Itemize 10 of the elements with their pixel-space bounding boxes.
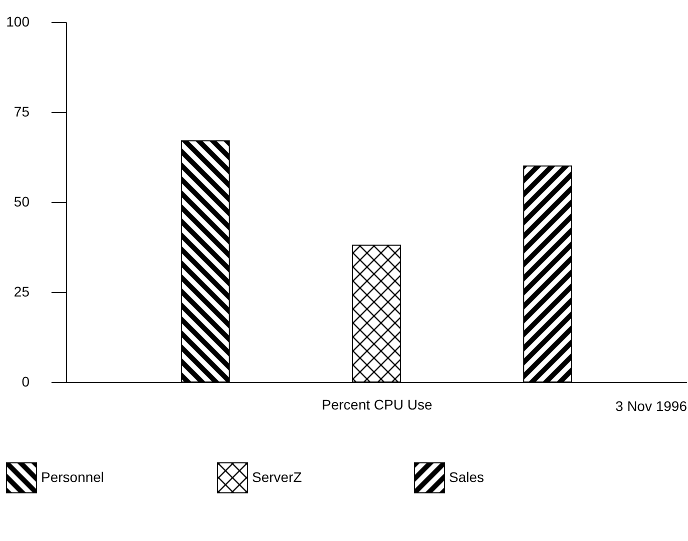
y-tick-label: 50 [14,194,30,210]
y-tick-label: 100 [6,14,30,30]
y-tick-label: 75 [14,104,30,120]
y-tick-label: 0 [22,374,30,390]
y-tick-label: 25 [14,284,30,300]
legend-label: Sales [449,468,484,485]
legend-label: ServerZ [252,468,302,485]
x-axis-title: Percent CPU Use [322,396,432,412]
text: 3 Nov 1996 [615,398,688,414]
legend-label: Personnel [41,468,104,485]
